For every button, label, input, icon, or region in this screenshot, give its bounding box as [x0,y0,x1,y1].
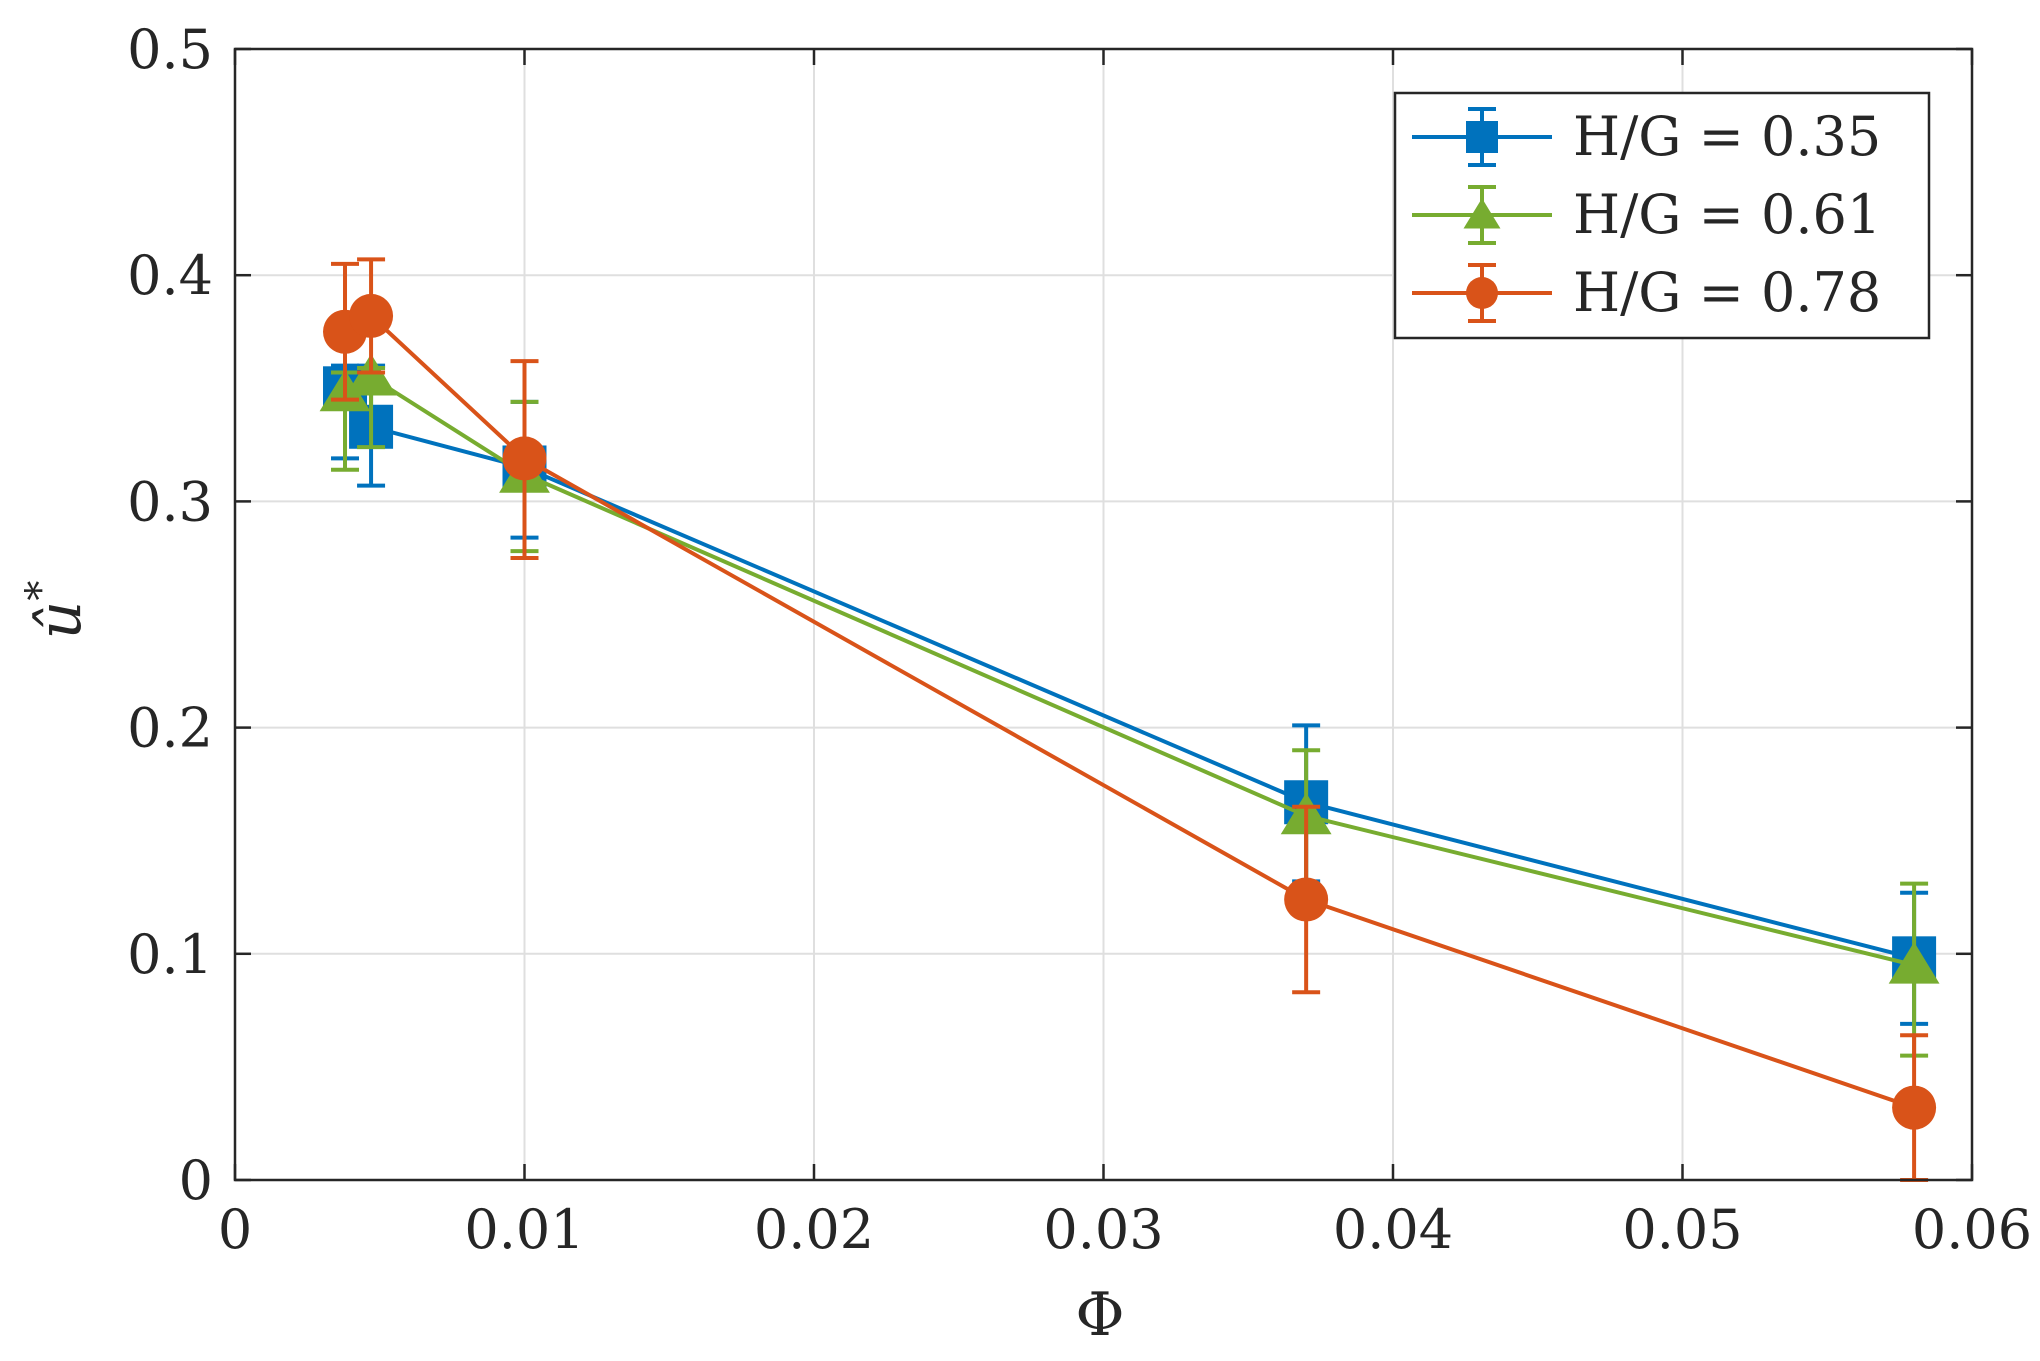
y-axis-label-base: û [25,601,95,640]
y-tick-label: 0.5 [127,18,213,81]
x-tick-label: 0.03 [1043,1198,1163,1261]
legend-label: H/G = 0.78 [1573,261,1881,324]
x-tick-label: 0.05 [1622,1198,1742,1261]
legend-label: H/G = 0.35 [1573,105,1881,168]
axes: 0 0.01 0.02 0.03 0.04 0.05 0.06 0 0.1 0.2 0.3 0.4 0.… [127,18,2032,1261]
x-tick-label: 0.04 [1333,1198,1453,1261]
y-tick-label: 0.4 [127,244,213,307]
x-tick-label: 0.02 [754,1198,874,1261]
circle-marker [1466,277,1498,309]
x-tick-label: 0.06 [1912,1198,2032,1261]
y-tick-label: 0.3 [127,470,213,533]
circle-marker [502,436,547,481]
circle-marker [1892,1085,1937,1130]
y-axis-label-superscript: * [18,581,64,601]
triangle-marker [1463,198,1501,229]
legend: H/G = 0.35 H/G = 0.61 H/G = 0.78 [1393,91,1931,340]
circle-marker [1284,877,1329,922]
x-axis-label: Φ [1075,1280,1124,1350]
series-3 [323,257,1937,1182]
legend-entry: H/G = 0.78 [1412,261,1881,324]
y-axis-label: û* [18,581,95,640]
svg-text:û*: û* [18,581,95,640]
triangle-marker [345,353,397,396]
square-marker [1466,121,1498,153]
y-tick-label: 0.2 [127,697,213,760]
y-tick-label: 0 [179,1149,213,1212]
legend-label: H/G = 0.61 [1573,183,1881,246]
x-tick-label: 0.01 [464,1198,584,1261]
triangle-marker [1888,942,1940,984]
y-tick-label: 0.1 [127,923,213,986]
x-tick-label: 0 [218,1198,252,1261]
circle-marker [349,293,394,338]
legend-entry: H/G = 0.61 [1412,183,1881,246]
data-series [319,257,1940,1182]
legend-entry: H/G = 0.35 [1412,105,1881,168]
